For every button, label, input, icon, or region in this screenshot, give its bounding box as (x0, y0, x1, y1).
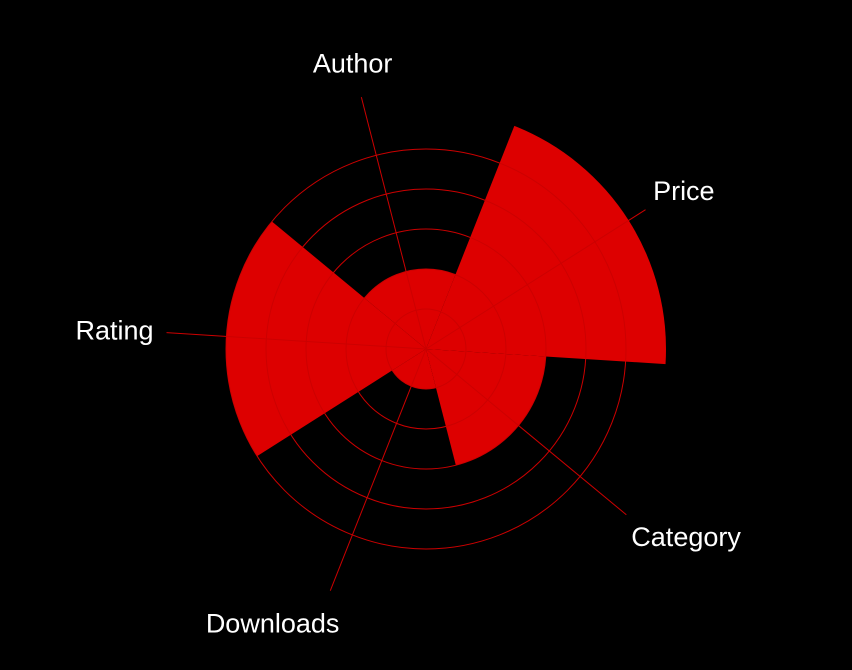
sector-rating (226, 222, 426, 457)
chart-sectors (226, 126, 666, 465)
axis-label-downloads: Downloads (206, 608, 340, 638)
axis-label-author: Author (313, 48, 393, 78)
sector-category (426, 349, 546, 465)
axis-label-rating: Rating (76, 315, 154, 345)
axis-label-price: Price (653, 176, 715, 206)
sector-price (426, 126, 666, 364)
axis-label-category: Category (631, 522, 741, 552)
